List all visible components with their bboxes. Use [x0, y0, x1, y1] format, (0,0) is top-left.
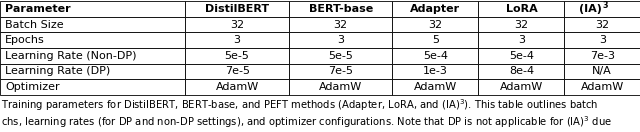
- Text: (IA): (IA): [579, 4, 602, 14]
- Bar: [392, 1, 479, 17]
- Bar: [392, 79, 479, 95]
- Bar: [0, 17, 186, 32]
- Bar: [289, 32, 392, 48]
- Bar: [289, 79, 392, 95]
- Bar: [392, 32, 479, 48]
- Text: 8e-4: 8e-4: [509, 66, 534, 76]
- Text: 32: 32: [515, 20, 529, 30]
- Bar: [186, 64, 289, 79]
- Bar: [564, 64, 640, 79]
- Text: 32: 32: [428, 20, 442, 30]
- Text: AdamW: AdamW: [319, 82, 362, 92]
- Text: 1e-3: 1e-3: [423, 66, 448, 76]
- Text: Epochs: Epochs: [5, 35, 45, 45]
- Text: AdamW: AdamW: [216, 82, 259, 92]
- Text: 5e-5: 5e-5: [225, 51, 250, 61]
- Text: 3: 3: [603, 1, 609, 10]
- Bar: [186, 48, 289, 64]
- Bar: [479, 48, 564, 64]
- Bar: [186, 1, 289, 17]
- Text: 5e-4: 5e-4: [423, 51, 448, 61]
- Text: 3: 3: [518, 35, 525, 45]
- Bar: [392, 17, 479, 32]
- Text: DistilBERT: DistilBERT: [205, 4, 269, 14]
- Text: 3: 3: [337, 35, 344, 45]
- Text: Optimizer: Optimizer: [5, 82, 60, 92]
- Text: Training parameters for DistilBERT, BERT-base, and PEFT methods (Adapter, LoRA, : Training parameters for DistilBERT, BERT…: [1, 97, 599, 113]
- Bar: [289, 1, 392, 17]
- Text: 7e-5: 7e-5: [328, 66, 353, 76]
- Text: AdamW: AdamW: [500, 82, 543, 92]
- Bar: [0, 32, 186, 48]
- Bar: [0, 48, 186, 64]
- Text: 32: 32: [595, 20, 609, 30]
- Bar: [479, 64, 564, 79]
- Text: 5e-4: 5e-4: [509, 51, 534, 61]
- Bar: [0, 64, 186, 79]
- Text: Learning Rate (DP): Learning Rate (DP): [5, 66, 110, 76]
- Text: 5: 5: [432, 35, 439, 45]
- Bar: [392, 64, 479, 79]
- Bar: [186, 17, 289, 32]
- Bar: [289, 64, 392, 79]
- Text: 5e-5: 5e-5: [328, 51, 353, 61]
- Text: Learning Rate (Non-DP): Learning Rate (Non-DP): [5, 51, 136, 61]
- Bar: [392, 48, 479, 64]
- Bar: [289, 17, 392, 32]
- Text: Adapter: Adapter: [410, 4, 460, 14]
- Text: 3: 3: [599, 35, 605, 45]
- Bar: [564, 79, 640, 95]
- Bar: [564, 17, 640, 32]
- Text: Batch Size: Batch Size: [5, 20, 64, 30]
- Bar: [289, 48, 392, 64]
- Bar: [564, 32, 640, 48]
- Bar: [564, 48, 640, 64]
- Text: 7e-5: 7e-5: [225, 66, 250, 76]
- Text: Parameter: Parameter: [5, 4, 71, 14]
- Text: N/A: N/A: [593, 66, 612, 76]
- Text: 3: 3: [234, 35, 241, 45]
- Bar: [186, 79, 289, 95]
- Bar: [479, 79, 564, 95]
- Text: 32: 32: [230, 20, 244, 30]
- Text: AdamW: AdamW: [580, 82, 624, 92]
- Text: BERT-base: BERT-base: [308, 4, 372, 14]
- Text: 7e-3: 7e-3: [589, 51, 615, 61]
- Bar: [564, 1, 640, 17]
- Text: LoRA: LoRA: [506, 4, 538, 14]
- Bar: [186, 32, 289, 48]
- Text: chs, learning rates (for DP and non-DP settings), and optimizer configurations. : chs, learning rates (for DP and non-DP s…: [1, 115, 612, 130]
- Text: AdamW: AdamW: [414, 82, 457, 92]
- Bar: [479, 32, 564, 48]
- Bar: [479, 17, 564, 32]
- Bar: [0, 1, 186, 17]
- Text: 32: 32: [333, 20, 348, 30]
- Bar: [0, 79, 186, 95]
- Bar: [479, 1, 564, 17]
